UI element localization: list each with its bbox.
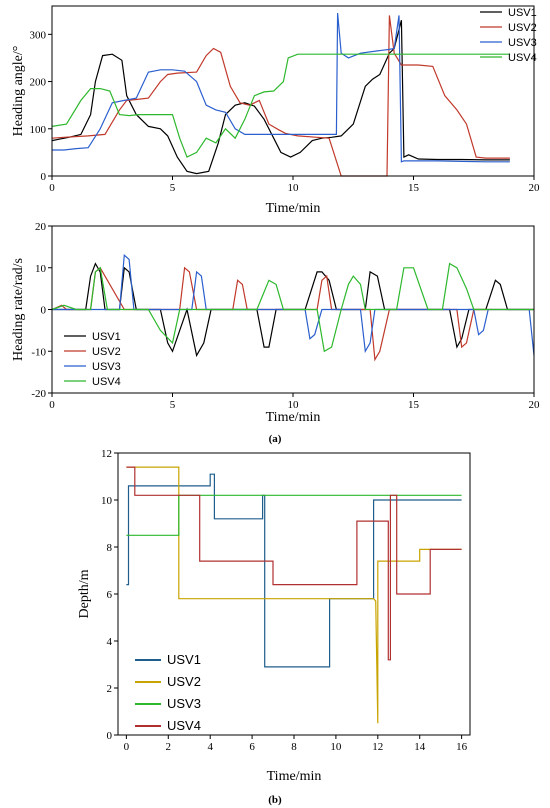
series-line-usv3	[126, 494, 462, 536]
depth-chart: 0 2 4 6 8 10 12 14 16 0 2 4 6 8 10 12 Time/min Depth/m USV…	[77, 448, 471, 784]
y-tick-label: 0	[41, 305, 47, 317]
y-tick-label: 20	[35, 221, 47, 233]
x-tick-label: 16	[456, 741, 468, 753]
y-tick-label: -10	[31, 346, 46, 358]
y-tick-label: 2	[107, 683, 113, 695]
legend-label-usv4: USV4	[167, 718, 201, 733]
y-axis-label: Depth/m	[77, 569, 92, 618]
x-tick-label: 15	[408, 182, 420, 194]
x-tick-label: 12	[372, 741, 383, 753]
legend-label-usv1: USV1	[508, 7, 537, 19]
series-line-usv1	[126, 473, 462, 668]
x-tick-label: 20	[529, 399, 541, 411]
legend-label-usv1: USV1	[167, 652, 201, 667]
legend-label-usv3: USV3	[508, 37, 537, 49]
x-tick-label: 10	[330, 741, 342, 753]
series-line-usv3	[52, 13, 510, 163]
x-tick-label: 0	[49, 399, 55, 411]
y-tick-label: 8	[107, 542, 113, 554]
x-tick-label: 0	[49, 182, 55, 194]
x-tick-label: 4	[207, 741, 213, 753]
x-tick-label: 10	[288, 182, 300, 194]
x-axis-label: Time/min	[267, 769, 322, 784]
legend-label-usv3: USV3	[167, 696, 201, 711]
x-tick-label: 15	[408, 399, 420, 411]
series-line-usv4	[51, 53, 510, 158]
heading-rate-chart: 0 5 10 15 20 -20 -10 0 10 20 Time/min Heading rate/…	[11, 221, 540, 425]
y-tick-label: 6	[107, 589, 113, 601]
y-tick-label: 12	[101, 448, 112, 460]
x-tick-label: 2	[166, 741, 172, 753]
legend: USV1 USV2 USV3 USV4	[135, 652, 201, 733]
legend: USV1 USV2 USV3 USV4	[480, 7, 537, 64]
x-tick-label: 5	[170, 182, 176, 194]
x-tick-label: 5	[170, 399, 176, 411]
x-tick-label: 20	[529, 182, 541, 194]
x-tick-label: 10	[288, 399, 300, 411]
legend-label-usv2: USV2	[167, 674, 201, 689]
y-tick-label: 10	[101, 495, 113, 507]
legend-label-usv2: USV2	[508, 22, 537, 34]
y-tick-label: -20	[31, 388, 46, 400]
x-tick-label: 6	[249, 741, 255, 753]
legend: USV1 USV2 USV3 USV4	[64, 331, 121, 388]
x-axis-label: Time/min	[266, 201, 321, 216]
x-tick-label: 8	[291, 741, 297, 753]
x-tick-label: 0	[124, 741, 130, 753]
y-tick-label: 0	[107, 730, 113, 742]
y-tick-label: 0	[41, 171, 47, 183]
series-line-usv2	[51, 266, 534, 362]
y-tick-label: 200	[30, 77, 47, 89]
series-line-usv4	[126, 466, 462, 661]
series-line-usv4	[51, 262, 534, 353]
y-tick-label: 4	[107, 636, 113, 648]
series-line-usv2	[51, 15, 510, 177]
y-tick-label: 10	[35, 263, 47, 275]
y-tick-label: 100	[30, 124, 47, 136]
x-tick-label: 14	[414, 741, 426, 753]
legend-label-usv4: USV4	[92, 376, 121, 388]
series-line-usv3	[52, 253, 535, 356]
panel-label-b: (b)	[268, 794, 282, 806]
legend-label-usv3: USV3	[92, 361, 121, 373]
y-axis-label: Heading rate/rad/s	[11, 258, 26, 361]
y-tick-label: 300	[30, 29, 47, 41]
legend-label-usv2: USV2	[92, 346, 121, 358]
x-axis-label: Time/min	[266, 410, 321, 425]
plot-frame	[51, 5, 535, 177]
panel-label-a: (a)	[269, 433, 282, 445]
y-axis-label: Heading angle/°	[11, 46, 26, 137]
series-line-usv1	[51, 20, 510, 175]
legend-label-usv4: USV4	[508, 52, 537, 64]
legend-label-usv1: USV1	[92, 331, 121, 343]
